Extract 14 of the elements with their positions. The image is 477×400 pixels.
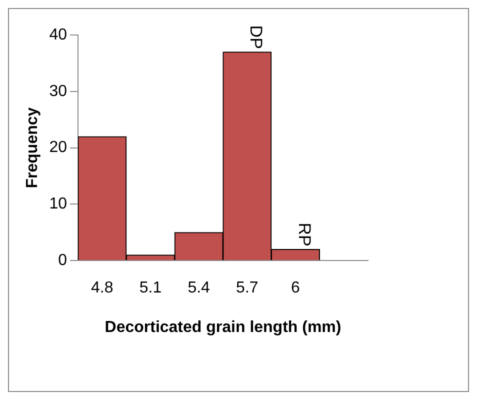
- x-tick-label: 5.1: [139, 280, 162, 297]
- y-tick-label: 40: [49, 26, 68, 44]
- x-tick-label: 4.8: [91, 280, 114, 297]
- y-tick-label: 10: [49, 196, 68, 213]
- x-tick-label: 6: [291, 280, 300, 297]
- x-tick-label: 5.4: [188, 280, 210, 297]
- y-axis-title: Frequency: [24, 107, 42, 188]
- y-tick-label: 30: [49, 82, 68, 100]
- annotation: DP: [246, 25, 266, 49]
- x-tick-label: 5.7: [236, 280, 258, 297]
- annotation: RP: [294, 222, 314, 246]
- y-tick-label: 20: [49, 139, 68, 156]
- x-axis-title: Decorticated grain length (mm): [104, 318, 342, 336]
- y-tick-label: 0: [58, 252, 68, 270]
